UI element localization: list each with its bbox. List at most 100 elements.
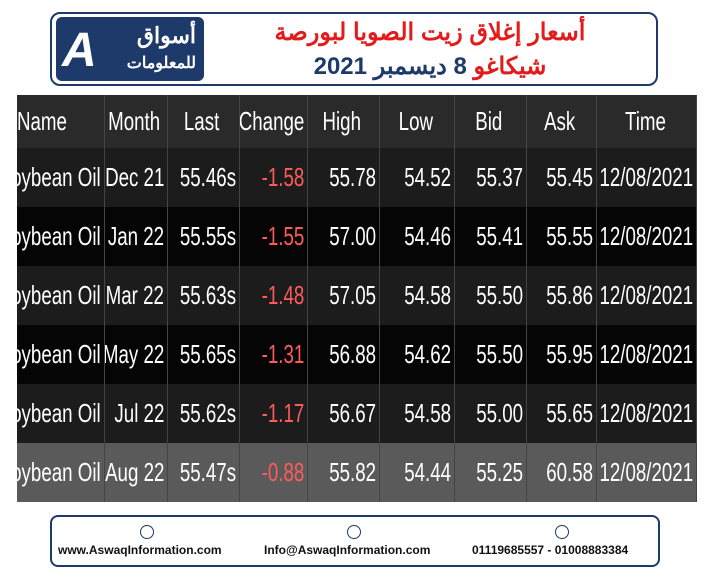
cell-text: 57.05 (329, 280, 376, 310)
cell-text: 55.63s (179, 280, 236, 310)
cell-text: -0.88 (261, 457, 304, 487)
cell: -0.88 (240, 443, 308, 502)
cell: -1.17 (240, 384, 308, 443)
column-header: High (308, 95, 380, 148)
cell-text: 12/08/2021 (599, 162, 693, 192)
cell: Dec 21 (105, 148, 168, 207)
cell: 60.58 (527, 443, 597, 502)
cell-text: 55.50 (476, 280, 523, 310)
column-header: Change (240, 95, 308, 148)
cell: 12/08/2021 (597, 207, 697, 266)
cell-text: -1.17 (261, 398, 304, 428)
cell-text: Time (624, 106, 666, 136)
cell-text: -1.31 (261, 339, 304, 369)
cell-text: 56.67 (329, 398, 376, 428)
cell-text: Ask (544, 106, 576, 136)
cell-text: Aug 22 (105, 457, 164, 487)
cell-text: 55.65s (179, 339, 236, 369)
logo-text: للمعلومات (126, 55, 196, 72)
cell: 12/08/2021 (597, 266, 697, 325)
cell: -1.48 (240, 266, 308, 325)
title-line: شيكاغو 8 ديسمبر 2021 (220, 52, 640, 81)
cell: 54.58 (380, 266, 455, 325)
cell: Mar 22 (105, 266, 168, 325)
footer-box (50, 515, 660, 567)
cell-text: 54.62 (404, 339, 451, 369)
cell: Soybean Oil (17, 148, 105, 207)
cell-text: Low (398, 106, 433, 136)
cell-text: 60.58 (546, 457, 593, 487)
cell-text: -1.55 (261, 221, 304, 251)
cell-text: 12/08/2021 (599, 457, 693, 487)
cell: Soybean Oil (17, 207, 105, 266)
cell: 55.25 (455, 443, 527, 502)
cell: 54.44 (380, 443, 455, 502)
title: 8 ديسمبر 2021 (313, 53, 467, 80)
cell-text: Soybean Oil (17, 457, 101, 487)
cell: Soybean Oil (17, 325, 105, 384)
cell: 55.63s (168, 266, 240, 325)
cell-text: 55.86 (546, 280, 593, 310)
cell-text: Last (184, 106, 220, 136)
cell-text: Soybean Oil (17, 339, 101, 369)
cell: Aug 22 (105, 443, 168, 502)
cell-text: Soybean Oil (17, 221, 101, 251)
cell-text: 55.62s (179, 398, 236, 428)
cell-text: 56.88 (329, 339, 376, 369)
column-header: Month (105, 95, 168, 148)
cell: 56.67 (308, 384, 380, 443)
cell: 57.00 (308, 207, 380, 266)
cell-text: 12/08/2021 (599, 280, 693, 310)
cell-text: 55.47s (179, 457, 236, 487)
cell: 55.37 (455, 148, 527, 207)
cell-text: 12/08/2021 (599, 398, 693, 428)
cell-text: Month (108, 106, 161, 136)
title: شيكاغو (473, 53, 547, 80)
cell: 54.46 (380, 207, 455, 266)
cell-text: 12/08/2021 (599, 221, 693, 251)
cell-text: 54.58 (404, 398, 451, 428)
cell: Jan 22 (105, 207, 168, 266)
cell: -1.58 (240, 148, 308, 207)
cell-text: 54.52 (404, 162, 451, 192)
cell-text: May 22 (105, 339, 164, 369)
cell: 55.65 (527, 384, 597, 443)
cell-text: 54.44 (404, 457, 451, 487)
cell: 12/08/2021 (597, 384, 697, 443)
cell: 55.55 (527, 207, 597, 266)
header-box (50, 12, 658, 86)
cell-text: 55.95 (546, 339, 593, 369)
cell-text: 55.55s (179, 221, 236, 251)
cell-text: Jul 22 (114, 398, 164, 428)
cell: 55.00 (455, 384, 527, 443)
cell: 55.41 (455, 207, 527, 266)
cell-text: 55.00 (476, 398, 523, 428)
column-header: Ask (527, 95, 597, 148)
column-header: Bid (455, 95, 527, 148)
logo: A أسواق للمعلومات (56, 17, 204, 81)
cell-text: Jan 22 (107, 221, 164, 251)
cell: 56.88 (308, 325, 380, 384)
title: أسعار إغلاق زيت الصويا لبورصة (274, 19, 586, 46)
cell-text: Bid (475, 106, 503, 136)
cell: 55.82 (308, 443, 380, 502)
cell: 57.05 (308, 266, 380, 325)
cell-text: 55.46s (179, 162, 236, 192)
column-header: Low (380, 95, 455, 148)
cell-text: 55.65 (546, 398, 593, 428)
cell: 55.45 (527, 148, 597, 207)
cell-text: Mar 22 (105, 280, 164, 310)
cell-text: 55.55 (546, 221, 593, 251)
cell: 54.58 (380, 384, 455, 443)
logo-mark: A (62, 24, 97, 77)
cell-text: 55.45 (546, 162, 593, 192)
cell-text: 55.41 (476, 221, 523, 251)
cell: 55.78 (308, 148, 380, 207)
cell: 55.50 (455, 325, 527, 384)
cell-text: -1.48 (261, 280, 304, 310)
cell-text: 55.25 (476, 457, 523, 487)
